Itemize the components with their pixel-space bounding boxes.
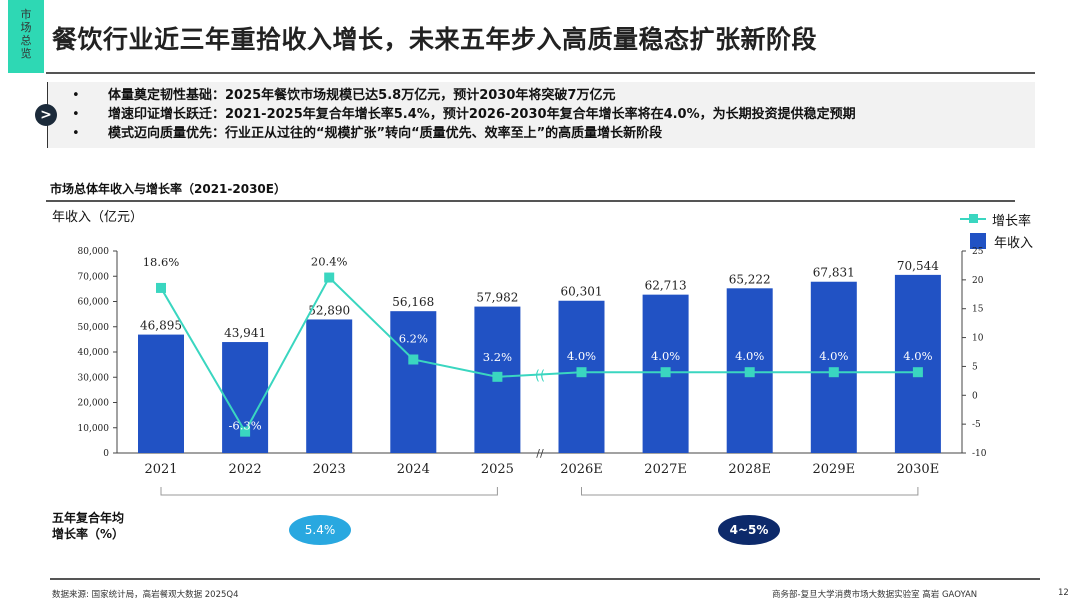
bar-value-label: 52,890 [308, 303, 350, 317]
growth-marker [324, 272, 335, 283]
growth-value-label: 4.0% [903, 349, 932, 363]
growth-value-label: 6.2% [399, 332, 428, 346]
right-tick-label: 15 [972, 305, 984, 315]
bar-value-label: 67,831 [813, 266, 855, 280]
growth-value-label: -6.3% [229, 419, 262, 433]
tag-char: 览 [20, 47, 32, 60]
x-tick-label: 2023 [313, 462, 346, 477]
left-tick-label: 10,000 [78, 424, 110, 434]
tag-char: 总 [20, 34, 32, 47]
bar-2024 [390, 311, 437, 453]
footer-source: 数据来源: 国家统计局，高岩餐观大数据 2025Q4 [52, 590, 239, 600]
growth-value-label: 20.4% [311, 255, 348, 269]
line-break-mark: (( [535, 369, 545, 384]
bar-value-label: 43,941 [224, 326, 266, 340]
legend-item-revenue: 年收入 [960, 230, 1033, 252]
growth-marker [156, 282, 166, 293]
title-divider [46, 72, 1035, 74]
left-tick-label: 30,000 [78, 373, 110, 383]
chevron-right-icon: > [35, 104, 57, 126]
legend-item-growth: 增长率 [960, 208, 1033, 230]
right-tick-label: -10 [972, 449, 987, 459]
page-number: 12 [1058, 588, 1069, 598]
growth-marker [744, 367, 755, 378]
footer-divider [50, 578, 1040, 580]
legend: 增长率 年收入 [960, 208, 1033, 252]
x-tick-label: 2028E [728, 462, 771, 477]
bullet-item: 模式迈向质量优先：行业正从过往的“规模扩张”转向“质量优先、效率至上”的高质量增… [72, 124, 1035, 143]
cagr-2021-2025-badge: 5.4% [289, 515, 351, 545]
growth-value-label: 3.2% [483, 350, 512, 364]
x-tick-label: 2022 [229, 462, 262, 477]
cagr-2026-2030-badge: 4~5% [718, 515, 780, 545]
left-tick-label: 80,000 [78, 247, 110, 257]
growth-marker [408, 354, 419, 365]
bullet-item: 增速印证增长跃迁：2021-2025年复合年增长率5.4%，预计2026-203… [72, 105, 1035, 124]
bar-2023 [306, 319, 353, 453]
right-tick-label: 10 [972, 334, 984, 344]
x-tick-label: 2024 [397, 462, 430, 477]
chart-title: 市场总体年收入与增长率（2021-2030E） [50, 182, 286, 196]
cagr-label-line: 五年复合年均 [52, 511, 125, 525]
period-bracket [581, 487, 919, 496]
right-tick-label: 5 [972, 362, 978, 372]
bullet-item: 体量奠定韧性基础：2025年餐饮市场规模已达5.8万亿元，预计2030年将突破7… [72, 86, 1035, 105]
right-tick-label: 25 [972, 247, 984, 257]
legend-label: 年收入 [994, 235, 1034, 251]
left-tick-label: 20,000 [78, 399, 110, 409]
growth-value-label: 18.6% [143, 255, 180, 269]
legend-label: 增长率 [992, 213, 1032, 229]
growth-marker [660, 367, 671, 378]
x-tick-label: 2021 [144, 462, 177, 477]
x-tick-label: 2025 [481, 462, 514, 477]
period-bracket [160, 487, 498, 496]
growth-marker [492, 371, 503, 382]
bar-value-label: 62,713 [645, 279, 687, 293]
y-axis-label: 年收入（亿元） [52, 210, 144, 225]
left-tick-label: 50,000 [78, 323, 110, 333]
left-tick-label: 40,000 [78, 348, 110, 358]
bar-value-label: 46,895 [140, 319, 182, 333]
bar-value-label: 60,301 [561, 285, 603, 299]
bar-2030E [894, 274, 941, 453]
left-tick-label: 0 [103, 449, 109, 459]
growth-marker [576, 367, 587, 378]
page-title: 餐饮行业近三年重拾收入增长，未来五年步入高质量稳态扩张新阶段 [52, 25, 818, 54]
x-tick-label: 2026E [560, 462, 603, 477]
bar-value-label: 56,168 [392, 295, 434, 309]
growth-marker [912, 367, 923, 378]
growth-marker [828, 367, 839, 378]
left-tick-label: 60,000 [78, 298, 110, 308]
x-tick-label: 2029E [813, 462, 856, 477]
growth-line [160, 275, 918, 434]
right-tick-label: 20 [972, 276, 984, 286]
bar-2021 [138, 334, 184, 453]
left-tick-label: 70,000 [78, 272, 110, 282]
growth-value-label: 4.0% [651, 349, 680, 363]
chart-title-divider [46, 200, 1015, 202]
footer-org: 商务部-复旦大学消费市场大数据实验室 高岩 GAOYAN [772, 590, 978, 600]
bar-value-label: 65,222 [729, 272, 771, 286]
bar-value-label: 57,982 [476, 291, 518, 305]
line-marker-icon [960, 214, 986, 223]
cagr-label: 五年复合年均 增长率（%） [52, 510, 124, 542]
growth-marker [240, 426, 251, 437]
axis-break-mark: // [536, 447, 544, 460]
right-tick-label: -5 [972, 420, 981, 430]
cagr-label-line: 增长率（%） [52, 527, 125, 541]
growth-value-label: 4.0% [819, 349, 848, 363]
x-tick-label: 2030E [897, 462, 940, 477]
bar-swatch-icon [970, 233, 986, 249]
tag-char: 市 [20, 8, 32, 21]
right-tick-label: 0 [972, 391, 978, 401]
growth-value-label: 4.0% [735, 349, 764, 363]
key-points: 体量奠定韧性基础：2025年餐饮市场规模已达5.8万亿元，预计2030年将突破7… [47, 82, 1035, 148]
x-tick-label: 2027E [644, 462, 687, 477]
tag-char: 场 [20, 21, 32, 34]
bar-value-label: 70,544 [897, 259, 939, 273]
growth-value-label: 4.0% [567, 349, 596, 363]
section-tag: 市 场 总 览 [8, 0, 44, 73]
